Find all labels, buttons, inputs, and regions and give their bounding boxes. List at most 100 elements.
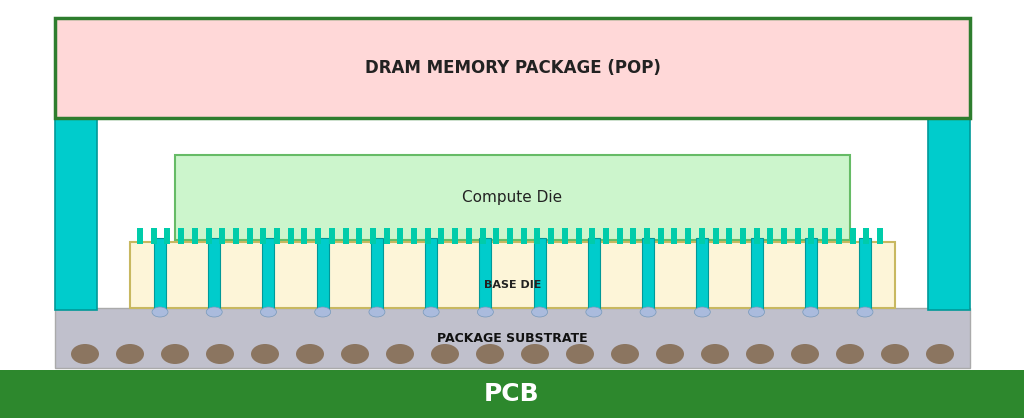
Ellipse shape bbox=[116, 344, 144, 364]
Bar bbox=[534, 238, 546, 312]
Bar bbox=[288, 228, 294, 244]
Ellipse shape bbox=[260, 307, 276, 317]
Ellipse shape bbox=[251, 344, 279, 364]
Ellipse shape bbox=[431, 344, 459, 364]
Bar bbox=[315, 228, 322, 244]
Bar bbox=[219, 228, 225, 244]
Bar bbox=[805, 238, 817, 312]
Bar bbox=[642, 238, 654, 312]
Bar bbox=[208, 238, 220, 312]
Ellipse shape bbox=[71, 344, 99, 364]
Ellipse shape bbox=[586, 307, 602, 317]
Bar bbox=[859, 238, 871, 312]
Ellipse shape bbox=[341, 344, 369, 364]
Ellipse shape bbox=[206, 307, 222, 317]
Bar bbox=[751, 238, 763, 312]
Bar bbox=[411, 228, 417, 244]
Bar bbox=[175, 155, 850, 240]
Bar bbox=[809, 228, 814, 244]
Bar bbox=[397, 228, 403, 244]
Bar bbox=[740, 228, 745, 244]
Ellipse shape bbox=[369, 307, 385, 317]
Ellipse shape bbox=[477, 307, 494, 317]
Bar bbox=[535, 228, 541, 244]
Bar bbox=[657, 228, 664, 244]
Text: Compute Die: Compute Die bbox=[463, 190, 562, 205]
Ellipse shape bbox=[749, 307, 765, 317]
Ellipse shape bbox=[314, 307, 331, 317]
Bar bbox=[130, 242, 895, 308]
Ellipse shape bbox=[386, 344, 414, 364]
Text: BASE DIE: BASE DIE bbox=[483, 280, 542, 290]
Bar bbox=[767, 228, 773, 244]
Bar bbox=[151, 228, 157, 244]
Bar bbox=[329, 228, 335, 244]
Bar bbox=[713, 228, 719, 244]
Ellipse shape bbox=[926, 344, 954, 364]
Bar bbox=[781, 228, 787, 244]
Bar bbox=[165, 228, 170, 244]
Ellipse shape bbox=[206, 344, 234, 364]
Bar bbox=[154, 238, 166, 312]
Ellipse shape bbox=[640, 307, 656, 317]
Bar bbox=[928, 60, 970, 310]
Bar bbox=[0, 370, 1024, 418]
Ellipse shape bbox=[531, 307, 548, 317]
Bar bbox=[466, 228, 472, 244]
Bar bbox=[822, 228, 828, 244]
Bar bbox=[232, 228, 239, 244]
Bar bbox=[589, 228, 595, 244]
Bar bbox=[356, 228, 362, 244]
Bar bbox=[262, 238, 274, 312]
Ellipse shape bbox=[152, 307, 168, 317]
Bar bbox=[603, 228, 609, 244]
Bar bbox=[616, 228, 623, 244]
Bar bbox=[191, 228, 198, 244]
Bar bbox=[685, 228, 691, 244]
Bar bbox=[562, 228, 568, 244]
Bar bbox=[696, 238, 709, 312]
Bar bbox=[425, 238, 437, 312]
Bar bbox=[343, 228, 348, 244]
Bar bbox=[479, 238, 492, 312]
Bar bbox=[698, 228, 705, 244]
Ellipse shape bbox=[656, 344, 684, 364]
Ellipse shape bbox=[161, 344, 189, 364]
Bar bbox=[260, 228, 266, 244]
Bar bbox=[479, 228, 485, 244]
Bar bbox=[55, 18, 970, 118]
Bar bbox=[863, 228, 869, 244]
Ellipse shape bbox=[476, 344, 504, 364]
Ellipse shape bbox=[746, 344, 774, 364]
Text: PACKAGE SUBSTRATE: PACKAGE SUBSTRATE bbox=[437, 331, 588, 344]
Bar bbox=[55, 60, 97, 310]
Ellipse shape bbox=[423, 307, 439, 317]
Ellipse shape bbox=[803, 307, 819, 317]
Bar bbox=[425, 228, 431, 244]
Ellipse shape bbox=[521, 344, 549, 364]
Bar bbox=[520, 228, 526, 244]
Bar bbox=[316, 238, 329, 312]
Bar bbox=[672, 228, 678, 244]
Bar bbox=[178, 228, 184, 244]
Bar bbox=[575, 228, 582, 244]
Bar bbox=[877, 228, 883, 244]
Bar bbox=[588, 238, 600, 312]
Bar bbox=[55, 308, 970, 368]
Ellipse shape bbox=[791, 344, 819, 364]
Bar bbox=[247, 228, 253, 244]
Ellipse shape bbox=[881, 344, 909, 364]
Bar bbox=[644, 228, 650, 244]
Text: PCB: PCB bbox=[484, 382, 540, 406]
Bar bbox=[137, 228, 143, 244]
Ellipse shape bbox=[296, 344, 324, 364]
Bar bbox=[548, 228, 554, 244]
Bar bbox=[507, 228, 513, 244]
Bar bbox=[274, 228, 280, 244]
Bar bbox=[301, 228, 307, 244]
Ellipse shape bbox=[694, 307, 711, 317]
Bar bbox=[384, 228, 390, 244]
Bar bbox=[836, 228, 842, 244]
Bar bbox=[370, 228, 376, 244]
Bar bbox=[438, 228, 444, 244]
